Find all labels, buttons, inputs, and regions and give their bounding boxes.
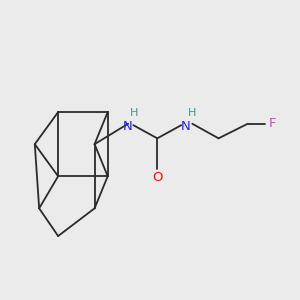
Text: H: H	[130, 108, 138, 118]
Text: H: H	[188, 108, 196, 118]
Text: N: N	[123, 120, 132, 133]
Text: O: O	[152, 171, 163, 184]
Text: F: F	[269, 117, 276, 130]
Text: N: N	[181, 120, 191, 133]
